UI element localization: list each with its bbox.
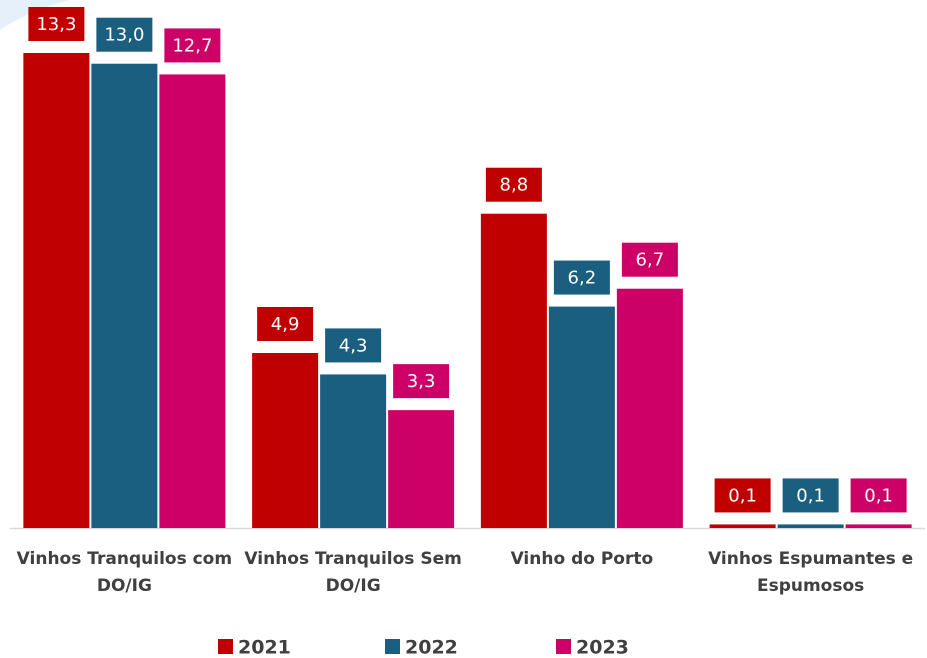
value-label: 4,3	[339, 335, 368, 356]
legend-label: 2023	[576, 637, 629, 658]
legend-label: 2021	[238, 637, 291, 658]
value-label: 0,1	[728, 485, 757, 506]
value-label: 6,7	[636, 250, 665, 271]
bar	[845, 524, 912, 528]
value-label: 13,0	[104, 25, 144, 46]
x-tick-label: Vinhos Tranquilos Sem DO/IG	[244, 549, 462, 596]
value-label-box	[714, 478, 771, 513]
value-label-box	[621, 242, 678, 277]
value-label-box	[485, 167, 542, 202]
value-label: 12,7	[172, 35, 212, 56]
value-label-box	[164, 28, 221, 63]
value-label-box	[393, 364, 450, 399]
bar	[320, 374, 387, 528]
value-label-box	[553, 260, 610, 295]
value-label: 0,1	[864, 485, 893, 506]
bar	[616, 288, 683, 528]
bar	[252, 353, 319, 528]
decoration	[0, 0, 70, 30]
value-label-box	[325, 328, 382, 363]
bar	[480, 213, 547, 528]
value-label: 6,2	[568, 268, 597, 289]
legend-swatch	[218, 639, 233, 654]
x-tick-label: Vinhos Espumantes e Espumosos	[708, 549, 914, 596]
value-label: 4,9	[271, 314, 300, 335]
bar	[709, 524, 776, 528]
bar	[777, 524, 844, 528]
legend-label: 2022	[405, 637, 458, 658]
value-label: 3,3	[407, 371, 436, 392]
value-label: 0,1	[796, 485, 825, 506]
bar	[23, 53, 90, 528]
value-label: 8,8	[500, 175, 529, 196]
value-label-box	[782, 478, 839, 513]
value-label: 13,3	[36, 14, 76, 35]
value-label-box	[850, 478, 907, 513]
bar	[159, 74, 226, 528]
bar	[388, 410, 455, 528]
legend-swatch	[385, 639, 400, 654]
value-label-box	[96, 17, 153, 52]
legend-swatch	[556, 639, 571, 654]
bar	[548, 306, 615, 528]
bar	[91, 63, 158, 528]
value-label-box	[257, 307, 314, 341]
x-tick-label: Vinho do Porto	[510, 549, 654, 569]
x-tick-label: Vinhos Tranquilos com DO/IG	[16, 549, 233, 596]
value-label-box	[28, 7, 85, 41]
